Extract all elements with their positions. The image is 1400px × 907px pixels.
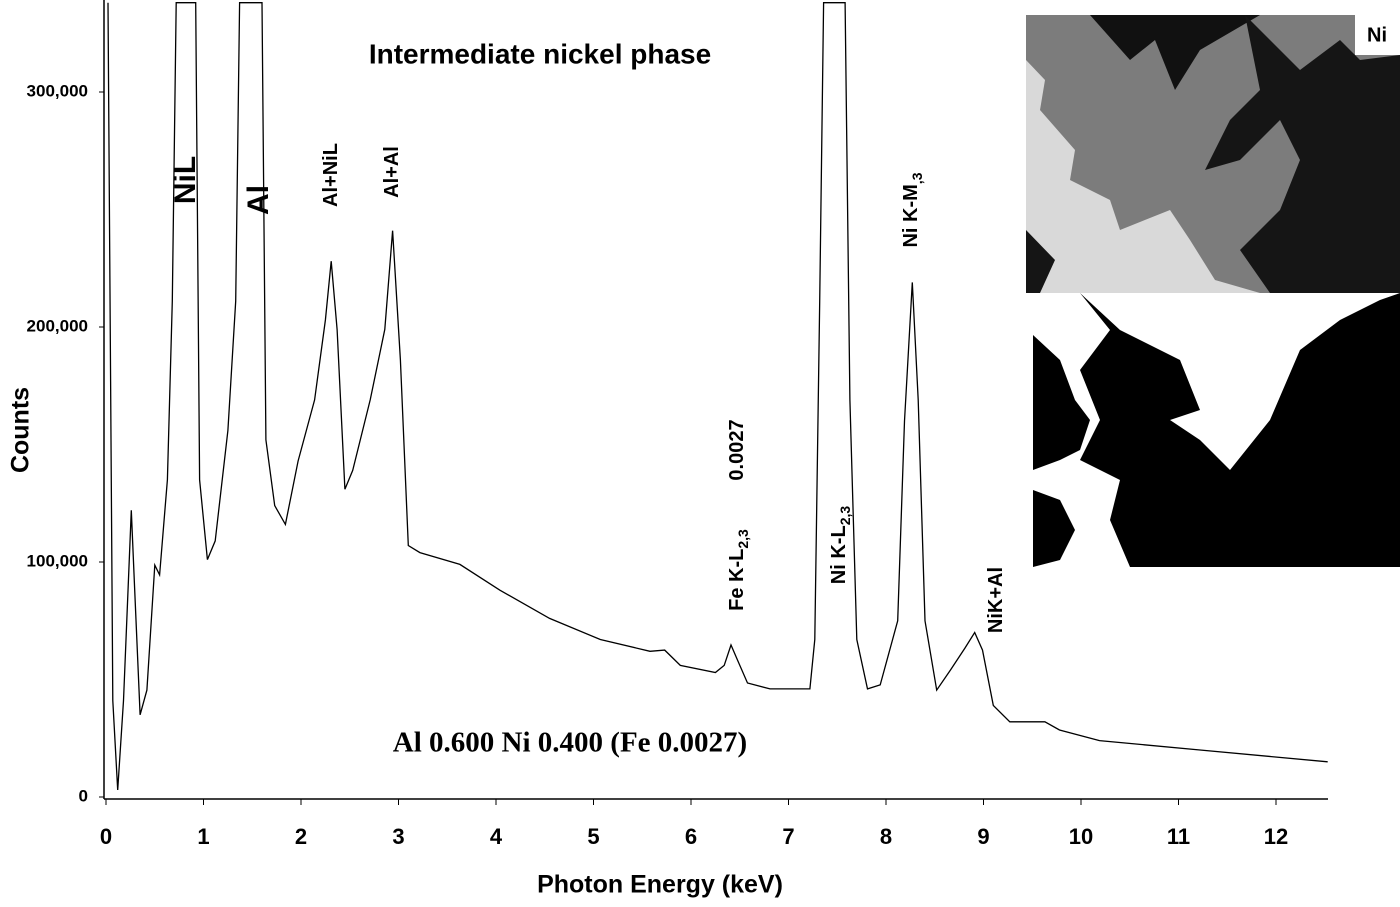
peak-annotation: Al+NiL [320,143,342,207]
x-tick-label: 0 [100,824,112,849]
spectrum-line [107,2,1328,791]
y-tick-label: 300,000 [27,81,88,100]
x-axis-title: Photon Energy (keV) [537,871,783,899]
inset-image-bse [1026,15,1400,293]
x-tick-label: 9 [977,824,989,849]
peak-annotation: Ni K-M,3 [900,172,924,247]
x-tick-label: 2 [295,824,307,849]
peak-annotation: Al [242,185,275,215]
x-tick-label: 10 [1069,824,1093,849]
annotation-subscript: 2,3 [735,529,751,549]
x-tick-label: 5 [587,824,599,849]
annotation-text: Ni K-L [828,525,850,584]
x-tick-label: 4 [490,824,503,849]
annotation-text: Al+NiL [320,143,342,207]
peak-annotation: Al+Al [381,146,403,198]
annotation-subscript: 2,3 [837,506,853,526]
x-tick-label: 3 [392,824,404,849]
annotation-text: Ni K-M [900,184,922,247]
annotation-text: Al [242,185,275,215]
annotation-text: NiK+Al [985,567,1007,633]
x-tick-label: 12 [1264,824,1288,849]
y-axis-title: Counts [7,387,35,473]
plot-area [107,2,1328,791]
peak-annotation: NiL [169,156,202,204]
y-tick-label: 200,000 [27,316,88,335]
formula: Al 0.600 Ni 0.400 (Fe 0.0027) [393,727,747,759]
x-tick-label: 8 [880,824,892,849]
inset-image-binary [1033,293,1400,567]
annotation-text: 0.0027 [726,419,748,480]
peak-annotation: Ni K-L2,3 [828,506,852,585]
x-tick-label: 7 [782,824,794,849]
x-tick-label: 6 [685,824,697,849]
peak-annotation: 0.0027 [726,419,748,480]
y-tick-label: 0 [79,786,88,805]
x-tick-label: 1 [197,824,209,849]
peak-annotation: NiK+Al [985,567,1007,633]
chart-title: Intermediate nickel phase [369,38,711,69]
x-tick-label: 11 [1167,824,1190,849]
annotation-text: NiL [169,156,202,204]
annotation-subscript: ,3 [909,172,925,184]
annotation-text: Al+Al [381,146,403,198]
annotation-text: Fe K-L [726,549,748,611]
y-tick-label: 100,000 [27,551,88,570]
inset-label: Ni [1367,24,1387,46]
peak-annotation: Fe K-L2,3 [726,529,750,611]
